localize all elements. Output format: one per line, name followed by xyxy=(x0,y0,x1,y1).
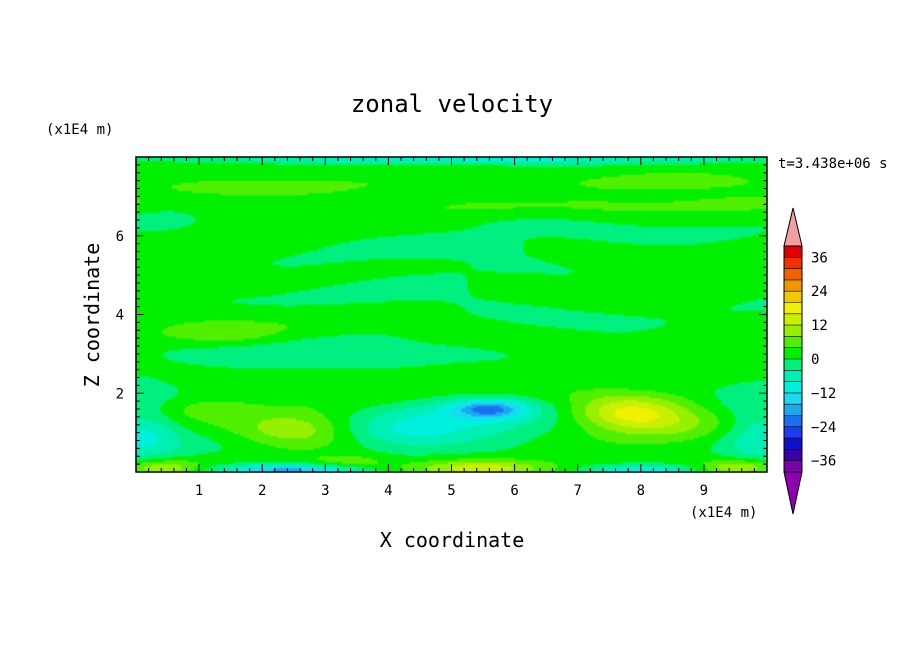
colorbar-tick-label: 24 xyxy=(811,284,828,300)
colorbar-swatch xyxy=(784,359,802,371)
colorbar-swatch xyxy=(784,291,802,303)
colorbar-swatch xyxy=(784,279,802,292)
y-unit-label: (x1E4 m) xyxy=(46,122,113,138)
x-tick-label: 3 xyxy=(321,483,329,499)
colorbar: 36 24 12 0 −12 −24 −36 xyxy=(783,207,836,515)
colorbar-swatch xyxy=(784,257,802,269)
colorbar-swatch xyxy=(784,449,802,461)
colorbar-tick-label: 12 xyxy=(811,318,828,334)
colorbar-swatch xyxy=(784,336,802,348)
colorbar-swatch xyxy=(784,325,802,337)
x-tick-label: 5 xyxy=(447,483,455,499)
colorbar-swatch xyxy=(784,426,802,439)
x-tick-label: 4 xyxy=(384,483,392,499)
colorbar-swatch xyxy=(784,268,802,281)
colorbar-swatch xyxy=(784,404,802,416)
x-tick-label: 8 xyxy=(637,483,645,499)
x-tick-label: 2 xyxy=(258,483,266,499)
colorbar-tick-label: 36 xyxy=(811,250,828,266)
y-axis-label: Z coordinate xyxy=(80,243,104,388)
x-tick-label: 7 xyxy=(573,483,581,499)
time-label: t=3.438e+06 s xyxy=(778,156,888,172)
chart-title: zonal velocity xyxy=(351,90,553,118)
colorbar-swatch xyxy=(784,246,802,258)
colorbar-over-arrow xyxy=(783,207,803,247)
colorbar-tick-label: −24 xyxy=(811,420,836,436)
x-tick-label: 1 xyxy=(195,483,203,499)
colorbar-tick-label: −12 xyxy=(811,386,836,402)
colorbar-under-arrow xyxy=(783,471,803,515)
colorbar-swatch xyxy=(784,438,802,450)
colorbar-frame xyxy=(783,245,803,473)
colorbar-tick-label: −36 xyxy=(811,454,836,470)
colorbar-tick-label: 0 xyxy=(811,352,819,368)
colorbar-swatch xyxy=(784,370,802,382)
plot-area: 1 2 3 4 5 6 7 8 9 2 4 6 xyxy=(116,156,768,499)
colorbar-swatch xyxy=(784,313,802,326)
colorbar-swatch xyxy=(784,460,802,473)
y-axis-ticks: 2 4 6 xyxy=(116,164,767,465)
colorbar-swatch xyxy=(784,347,802,360)
y-tick-label: 4 xyxy=(116,308,124,324)
colorbar-swatch xyxy=(784,302,802,315)
colorbar-swatch xyxy=(784,381,802,394)
colorbar-swatch xyxy=(784,392,802,405)
x-axis-label: X coordinate xyxy=(380,528,525,552)
x-unit-label: (x1E4 m) xyxy=(690,505,757,521)
velocity-field xyxy=(136,157,767,472)
y-tick-label: 6 xyxy=(116,229,124,245)
x-tick-label: 6 xyxy=(510,483,518,499)
y-tick-label: 2 xyxy=(116,386,124,402)
colorbar-swatch xyxy=(784,415,802,428)
x-axis-ticks: 1 2 3 4 5 6 7 8 9 xyxy=(148,157,755,499)
x-tick-label: 9 xyxy=(700,483,708,499)
